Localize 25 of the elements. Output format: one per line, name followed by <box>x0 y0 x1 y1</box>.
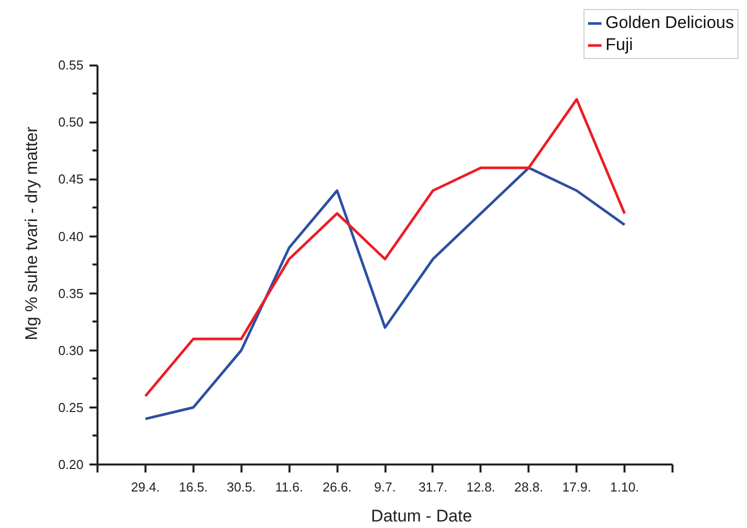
y-tick-label: 0.55 <box>58 58 84 73</box>
legend-label: Golden Delicious <box>605 13 734 33</box>
x-tick-label: 12.8. <box>466 480 496 494</box>
line-series <box>144 166 626 420</box>
x-tick-label: 1.10. <box>610 480 640 494</box>
y-tick-label: 0.45 <box>58 172 84 187</box>
x-tick-label: 9.7. <box>374 480 396 494</box>
y-tick-label: 0.30 <box>58 342 84 358</box>
y-tick-label: 0.40 <box>58 228 84 244</box>
x-tick-label: 29.4. <box>130 480 160 494</box>
y-tick-label: 0.20 <box>58 457 84 472</box>
x-tick-label: 26.6. <box>322 480 352 494</box>
legend-label: Fuji <box>605 35 633 55</box>
y-axis-title: Mg % suhe tvari - dry matter <box>22 126 42 340</box>
x-tick-label: 11.6. <box>275 480 304 494</box>
x-tick-label: 16.5. <box>178 480 208 494</box>
x-tick-label: 30.5. <box>226 480 256 494</box>
y-tick-label: 0.50 <box>58 114 84 130</box>
x-axis-title: Datum - Date <box>370 506 472 526</box>
x-tick-label: 28.8. <box>514 480 544 494</box>
y-tick-label: 0.25 <box>58 400 84 415</box>
line-series <box>144 98 626 398</box>
y-tick-label: 0.35 <box>58 286 84 301</box>
x-tick-label: 31.7. <box>418 480 448 494</box>
x-tick-label: 17.9. <box>562 480 592 494</box>
